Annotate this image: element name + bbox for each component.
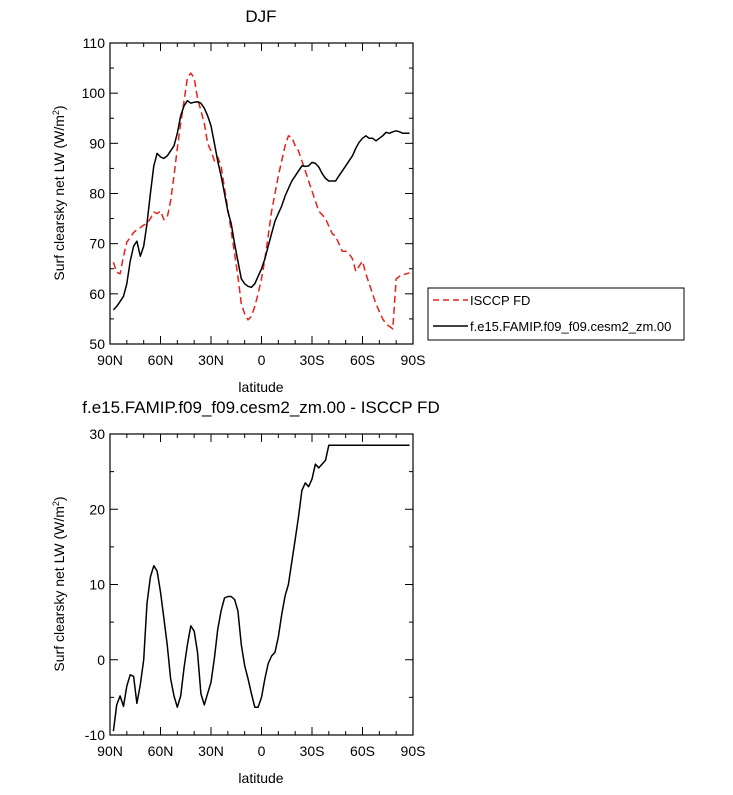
y-axis-title-end: ): [51, 105, 67, 110]
x-tick-label: 90N: [97, 743, 123, 759]
x-tick-labels: 90N 60N 30N 0 30S 60S 90S: [97, 743, 425, 759]
legend-label-cesm: f.e15.FAMIP.f09_f09.cesm2_zm.00: [470, 319, 671, 334]
x-tick-label: 0: [258, 352, 266, 368]
y-tick-label: 0: [97, 652, 105, 668]
x-tick-label: 90S: [401, 743, 426, 759]
y-tick-label: -10: [85, 727, 105, 743]
y-tick-labels: -10 0 10 20 30: [85, 426, 105, 743]
legend-label-isccp: ISCCP FD: [470, 293, 530, 308]
x-tick-label: 90S: [401, 352, 426, 368]
series-line-cesm: [112, 99, 410, 311]
y-tick-label: 60: [89, 286, 105, 302]
y-axis-title-main: Surf clearsky net LW (W/m: [51, 506, 67, 671]
y-tick-label: 20: [89, 501, 105, 517]
series-line-isccp: [112, 72, 410, 330]
plot-frame: [109, 433, 414, 736]
y-tick-labels: 50 60 70 80 90 100 110: [82, 35, 106, 352]
x-axis-title: latitude: [238, 379, 283, 395]
y-tick-label: 110: [83, 35, 106, 51]
y-axis-title: Surf clearsky net LW (W/m2): [51, 105, 67, 280]
panel-difference: f.e15.FAMIP.f09_f09.cesm2_zm.00 - ISCCP …: [51, 398, 440, 786]
x-tick-label: 30N: [198, 352, 224, 368]
x-tick-labels: 90N 60N 30N 0 30S 60S 90S: [97, 352, 425, 368]
y-tick-label: 90: [89, 135, 105, 151]
x-tick-label: 0: [258, 743, 266, 759]
x-tick-label: 60N: [148, 743, 174, 759]
y-axis-title-main: Surf clearsky net LW (W/m: [51, 115, 67, 280]
x-tick-label: 60S: [350, 743, 375, 759]
y-tick-label: 10: [89, 577, 105, 593]
plot-frame: [109, 42, 414, 345]
y-tick-label: 70: [89, 236, 105, 252]
y-tick-label: 50: [89, 336, 105, 352]
series-lines: [112, 72, 410, 330]
x-tick-label: 30S: [300, 352, 325, 368]
tick-marks: [109, 433, 414, 736]
x-axis-title: latitude: [238, 770, 283, 786]
x-tick-label: 60N: [148, 352, 174, 368]
plot-title: DJF: [245, 7, 276, 26]
y-axis-title-sup: 2: [51, 110, 61, 115]
tick-marks: [109, 42, 414, 345]
x-tick-label: 60S: [350, 352, 375, 368]
series-lines: [112, 444, 410, 732]
y-tick-label: 100: [82, 85, 106, 101]
y-tick-label: 80: [89, 186, 105, 202]
series-line-difference: [112, 444, 410, 732]
x-tick-label: 30N: [198, 743, 224, 759]
y-tick-label: 30: [89, 426, 105, 442]
x-tick-label: 90N: [97, 352, 123, 368]
legend: ISCCP FD f.e15.FAMIP.f09_f09.cesm2_zm.00: [427, 287, 685, 341]
y-axis-title-end: ): [51, 496, 67, 501]
plot-title: f.e15.FAMIP.f09_f09.cesm2_zm.00 - ISCCP …: [82, 398, 439, 417]
legend-box: [427, 287, 685, 341]
y-axis-title-sup: 2: [51, 501, 61, 506]
x-tick-label: 30S: [300, 743, 325, 759]
panel-djf: DJF 90N 60N 30N 0 30S 60S 90S 50 60 70 80 90 100 110…: [51, 7, 685, 395]
y-axis-title: Surf clearsky net LW (W/m2): [51, 496, 67, 671]
